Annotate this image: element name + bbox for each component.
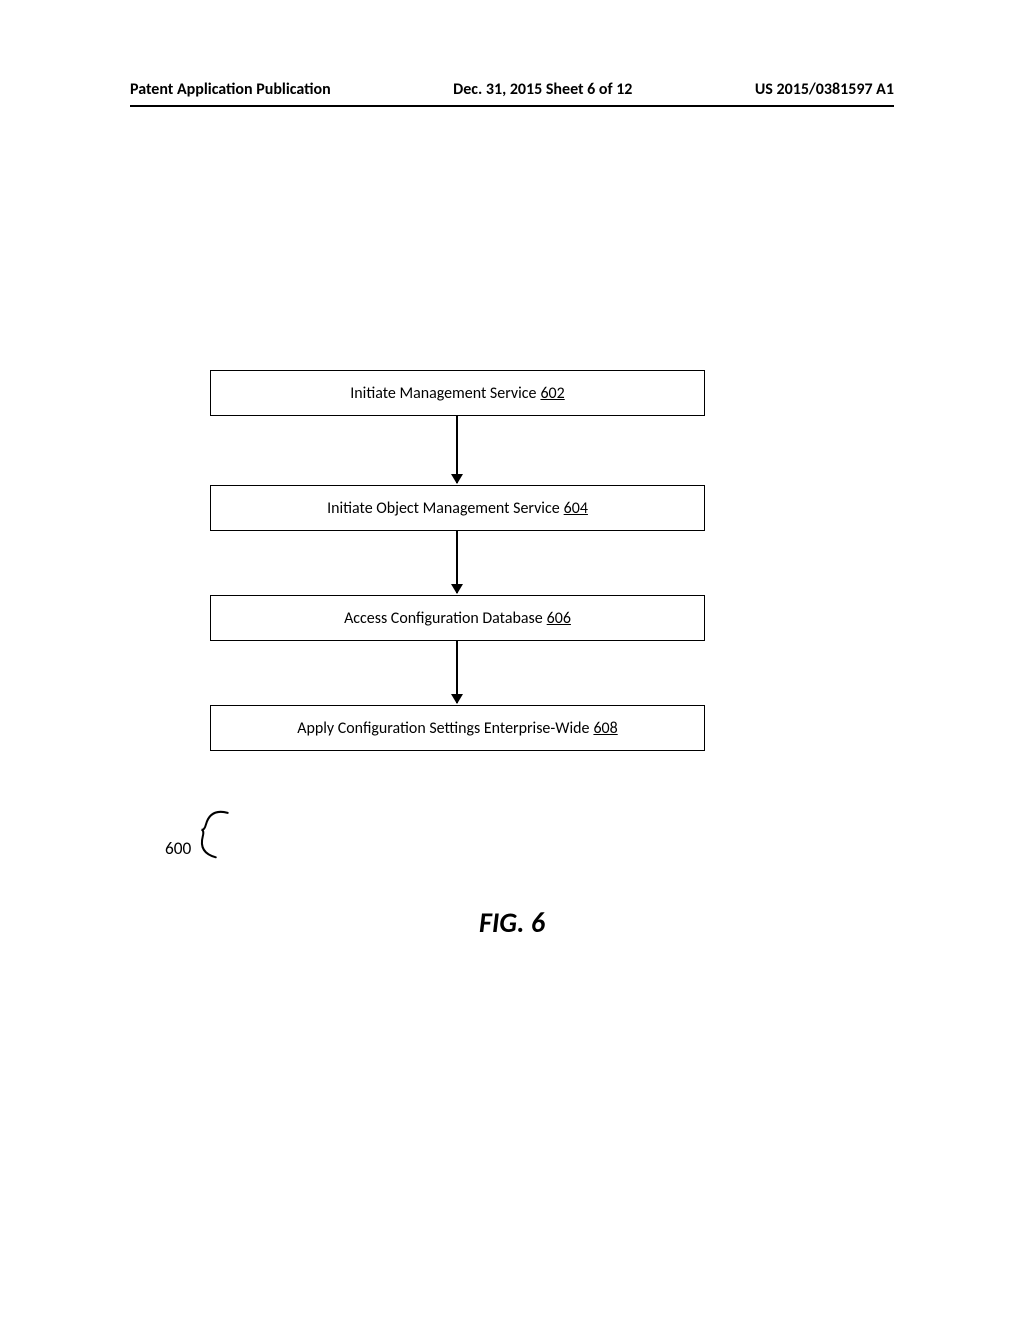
header-center: Dec. 31, 2015 Sheet 6 of 12: [453, 80, 632, 99]
flow-arrow-n1-n2: [456, 416, 458, 483]
header-rule: [130, 105, 894, 107]
curly-bracket-icon: [194, 805, 234, 861]
header-left: Patent Application Publication: [130, 80, 331, 99]
page: Patent Application Publication Dec. 31, …: [0, 0, 1024, 1320]
figure-reference-label: 600: [165, 838, 191, 859]
flow-arrow-n3-n4: [456, 641, 458, 703]
header-right: US 2015/0381597 A1: [755, 80, 894, 99]
flow-arrow-n2-n3: [456, 531, 458, 593]
flow-node-ref: 602: [540, 384, 564, 403]
flow-node-label: Initiate Management Service: [350, 384, 536, 403]
flow-node-ref: 606: [547, 609, 571, 628]
flow-node-n2: Initiate Object Management Service604: [210, 485, 705, 531]
flow-node-n4: Apply Configuration Settings Enterprise-…: [210, 705, 705, 751]
flow-node-n3: Access Configuration Database606: [210, 595, 705, 641]
flow-node-label: Access Configuration Database: [344, 609, 543, 628]
figure-caption: FIG. 6: [479, 905, 545, 940]
flow-node-ref: 604: [564, 499, 588, 518]
flow-node-n1: Initiate Management Service602: [210, 370, 705, 416]
flow-node-label: Initiate Object Management Service: [327, 499, 560, 518]
page-header: Patent Application Publication Dec. 31, …: [0, 80, 1024, 99]
flow-node-ref: 608: [593, 719, 617, 738]
flow-node-label: Apply Configuration Settings Enterprise-…: [297, 719, 589, 738]
